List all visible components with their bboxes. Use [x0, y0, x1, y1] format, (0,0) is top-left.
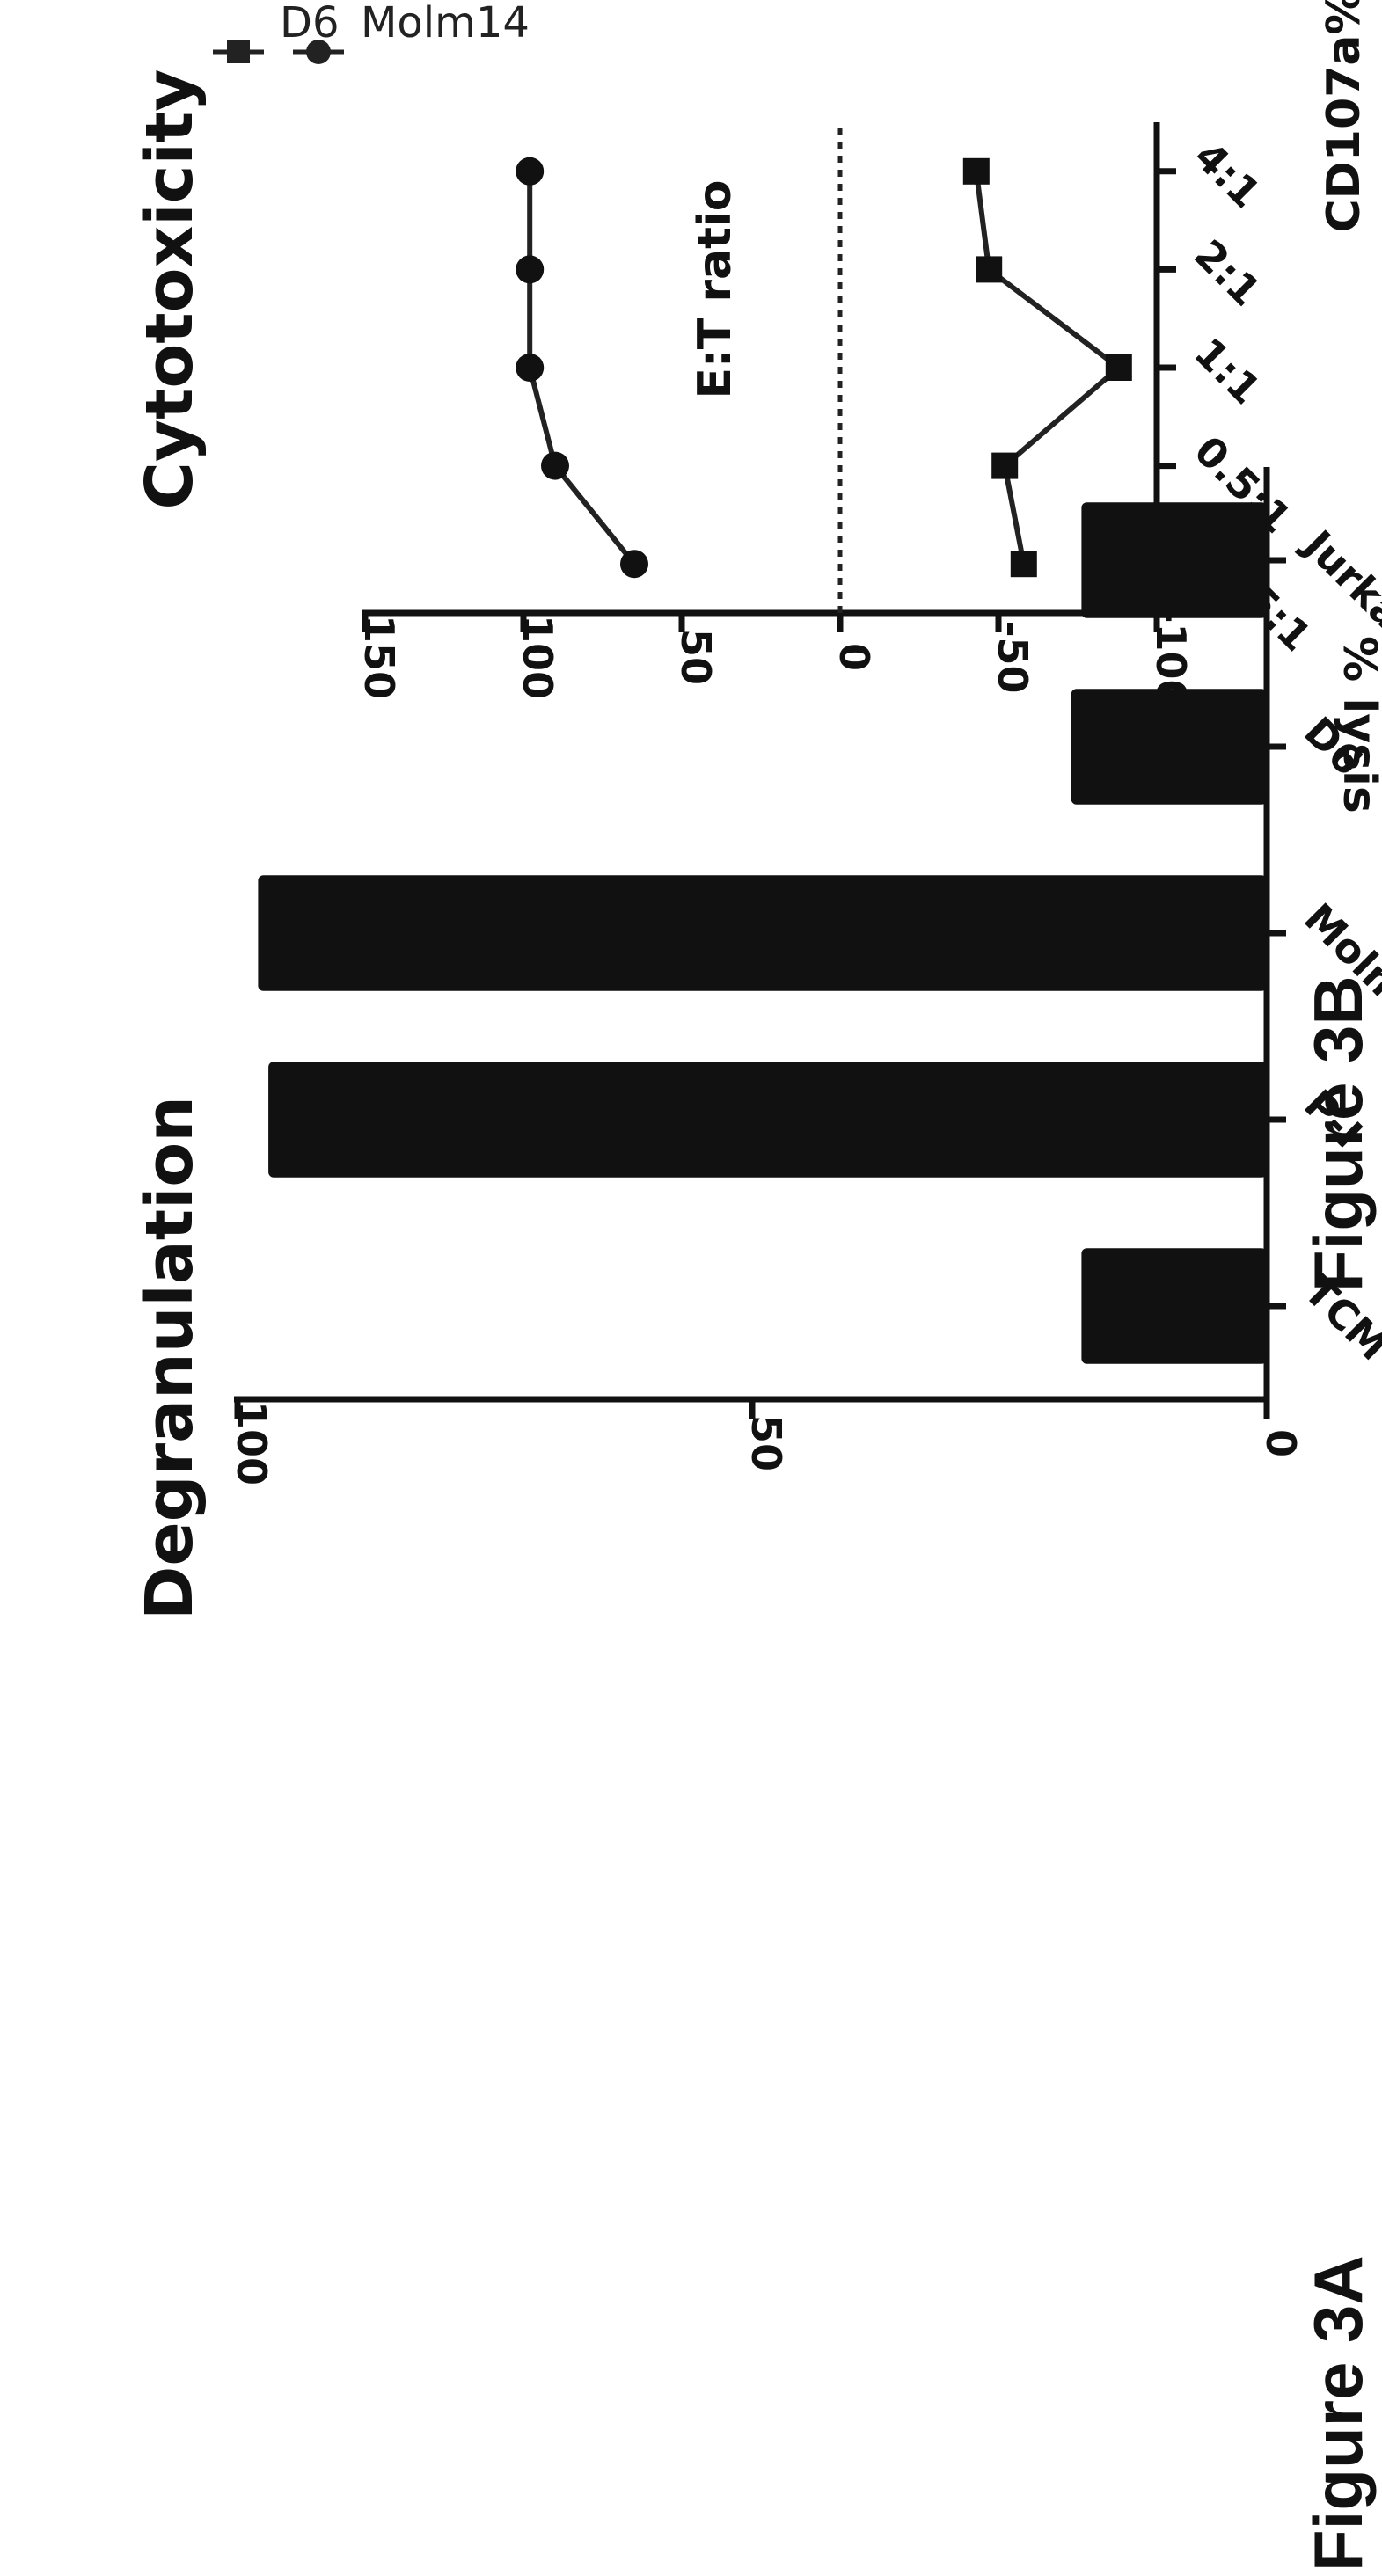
cytotoxicity-y-tick-label: -100	[1147, 606, 1195, 707]
figure-3a-label: Figure 3A	[1299, 2255, 1377, 2572]
data-point-molm14	[516, 157, 545, 186]
cytotoxicity-y-axis-label: % lysis	[1333, 636, 1382, 814]
degranulation-bar	[1081, 502, 1268, 618]
cytotoxicity-y-tick-label: -50	[989, 620, 1036, 693]
data-point-d6	[962, 157, 990, 185]
degranulation-chart: Degranulation CD107a% 050100TCMP-IMolm14…	[132, 0, 1382, 1620]
data-point-d6	[976, 256, 1003, 283]
data-point-d6	[1010, 551, 1037, 578]
degranulation-y-axis-label: CD107a%	[1318, 0, 1371, 233]
degranulation-y-tick-label: 100	[228, 1401, 275, 1485]
cytotoxicity-x-tick-label: 1:1	[1185, 329, 1269, 413]
legend-molm14-marker	[306, 40, 331, 64]
data-point-molm14	[516, 354, 545, 382]
cytotoxicity-y-tick-label: 0	[830, 643, 878, 671]
legend-item-molm14: Molm14	[293, 0, 530, 64]
legend-d6-marker	[227, 40, 250, 63]
data-point-molm14	[620, 550, 648, 579]
degranulation-title: Degranulation	[132, 1096, 208, 1620]
degranulation-y-tick-label: 0	[1257, 1429, 1305, 1457]
legend-d6-label: D6	[280, 0, 340, 47]
series-line-molm14	[527, 171, 637, 566]
degranulation-bar	[268, 1062, 1268, 1178]
cytotoxicity-y-tick-label: 50	[672, 629, 720, 685]
cytotoxicity-title: Cytotoxicity	[132, 69, 208, 510]
cytotoxicity-chart: Cytotoxicity % lysis E:T ratio D6 Molm14…	[132, 0, 1382, 814]
data-point-molm14	[541, 451, 569, 480]
degranulation-bar	[258, 875, 1267, 991]
degranulation-y-tick-label: 50	[742, 1415, 790, 1471]
chart-legend: D6 Molm14	[213, 0, 530, 64]
cytotoxicity-y-tick-label: 150	[355, 615, 403, 699]
cytotoxicity-x-tick-label: 4:1	[1185, 132, 1269, 216]
data-point-d6	[991, 452, 1019, 479]
data-point-molm14	[516, 255, 545, 284]
degranulation-bar	[1071, 689, 1267, 805]
cytotoxicity-y-tick-label: 100	[514, 615, 561, 699]
cytotoxicity-x-axis-label: E:T ratio	[689, 179, 742, 398]
cytotoxicity-x-tick-label: 2:1	[1185, 230, 1269, 315]
legend-molm14-label: Molm14	[361, 0, 530, 47]
data-point-d6	[1105, 354, 1132, 381]
figure-3b-label: Figure 3B	[1299, 975, 1377, 1292]
legend-item-d6: D6	[213, 0, 340, 63]
degranulation-bar	[1081, 1248, 1268, 1364]
